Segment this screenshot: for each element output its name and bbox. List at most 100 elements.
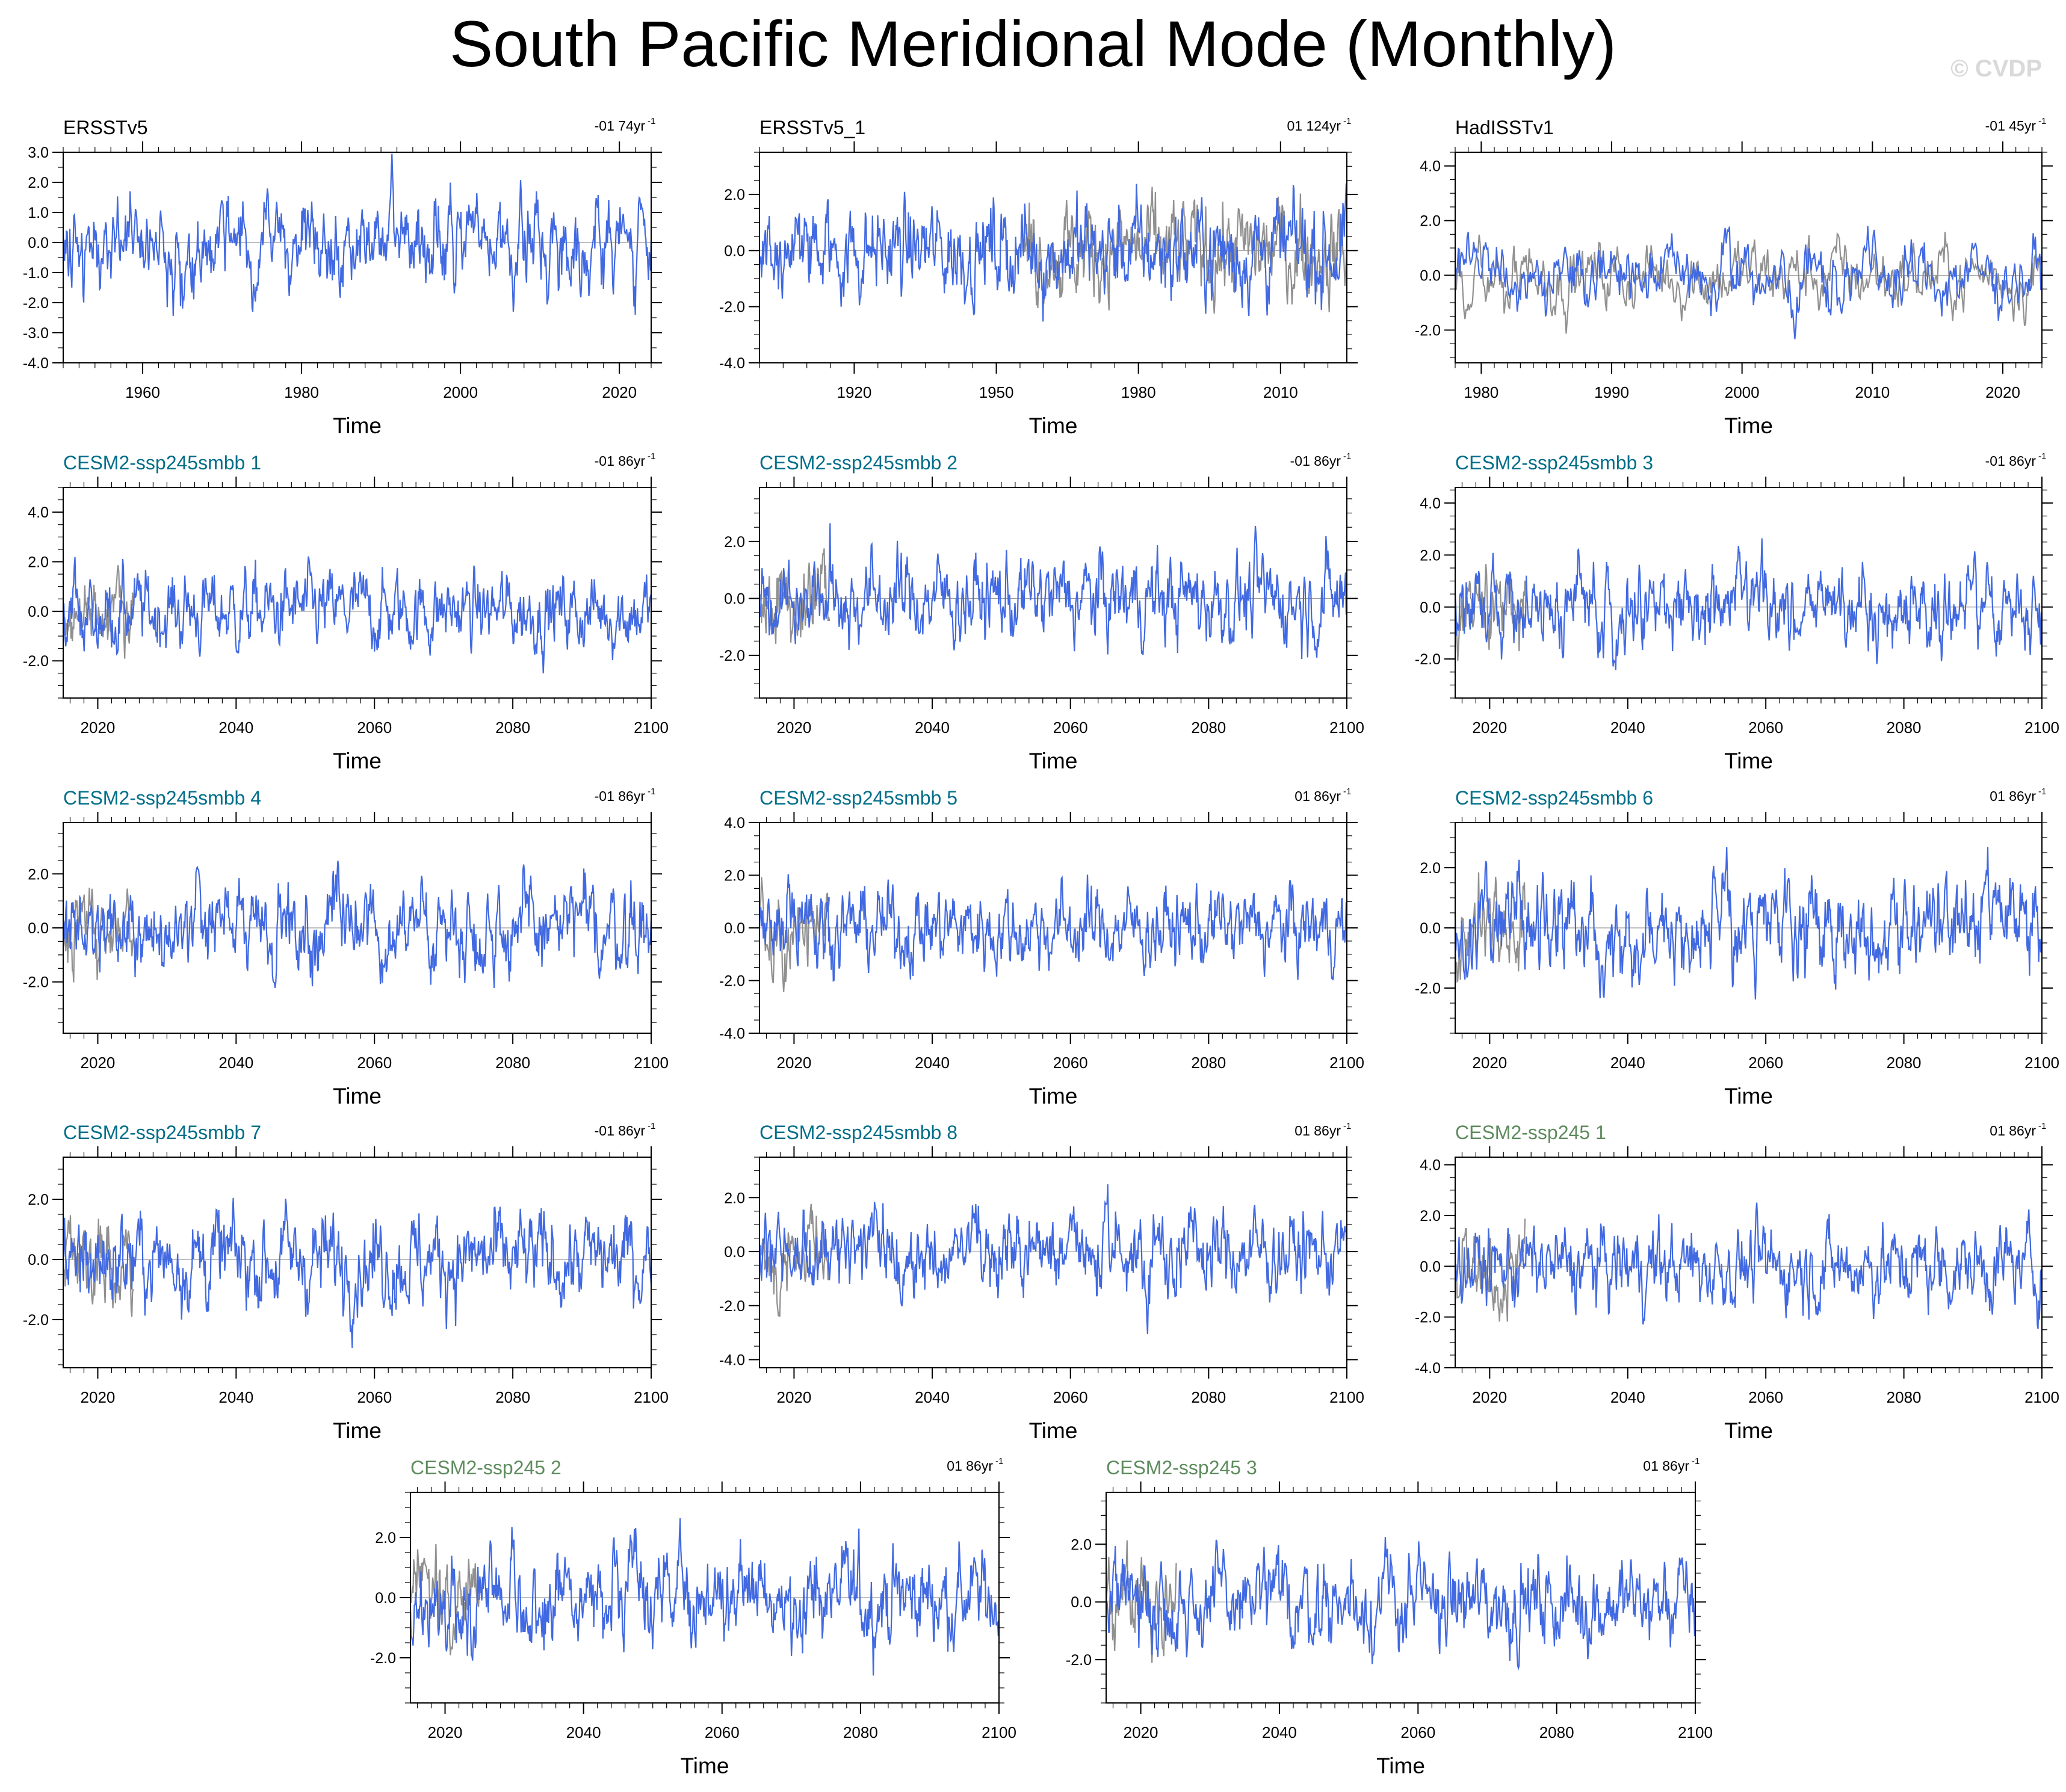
y-tick-label: 3.0 bbox=[28, 144, 49, 161]
panel-8: CESM2-ssp245smbb 5 01 86yr -1 4.0 2.0 0.0 -2.0… bbox=[719, 786, 1364, 1108]
y-tick-label: -4.0 bbox=[719, 1025, 745, 1042]
x-tick-label: 2040 bbox=[218, 1054, 253, 1072]
panel-3: HadISSTv1 -01 45yr -1 4.0 2.0 0.0 -2.0 1980 1990… bbox=[1415, 116, 2053, 438]
y-tick-label: 0.0 bbox=[375, 1590, 396, 1607]
x-tick-label: 2060 bbox=[357, 1054, 392, 1072]
y-tick-label: -2.0 bbox=[23, 295, 49, 312]
x-axis-label: Time bbox=[1029, 1084, 1078, 1108]
x-tick-label: 2020 bbox=[81, 1054, 116, 1072]
x-tick-label: 2020 bbox=[81, 1388, 116, 1406]
plot-frame bbox=[759, 487, 1347, 699]
model-series-line bbox=[1454, 1202, 2043, 1329]
trend-label: -01 74yr bbox=[595, 118, 646, 134]
model-series-line bbox=[1105, 1537, 1696, 1671]
x-tick-label: 2080 bbox=[495, 1054, 530, 1072]
panel-4: CESM2-ssp245smbb 1 -01 86yr -1 4.0 2.0 0.0 -2.… bbox=[23, 451, 669, 773]
panel-10: CESM2-ssp245smbb 7 -01 86yr -1 2.0 0.0 -2.0 20… bbox=[23, 1121, 669, 1443]
y-tick-label: 0.0 bbox=[1071, 1594, 1092, 1611]
x-axis-label: Time bbox=[1724, 1418, 1773, 1443]
x-axis-label: Time bbox=[1029, 749, 1078, 773]
plot-frame bbox=[1455, 152, 2043, 363]
plot-frame bbox=[1106, 1492, 1696, 1704]
x-tick-label: 2040 bbox=[915, 1054, 950, 1072]
trend-label: -01 86yr bbox=[595, 453, 646, 469]
y-tick-label: 4.0 bbox=[1420, 158, 1441, 175]
trend-superscript: -1 bbox=[2038, 451, 2046, 462]
x-tick-label: 2100 bbox=[2024, 1388, 2059, 1406]
y-tick-label: -2.0 bbox=[719, 1298, 745, 1315]
x-tick-label: 2000 bbox=[443, 383, 478, 401]
trend-superscript: -1 bbox=[648, 116, 655, 126]
trend-superscript: -1 bbox=[648, 1121, 655, 1131]
y-tick-label: -4.0 bbox=[719, 355, 745, 372]
y-tick-label: -4.0 bbox=[23, 355, 49, 372]
x-tick-label: 2020 bbox=[776, 718, 811, 737]
trend-label: 01 86yr bbox=[1294, 788, 1341, 804]
x-tick-label: 2100 bbox=[1678, 1723, 1713, 1741]
trend-label: -01 86yr bbox=[1985, 453, 2037, 469]
model-series-line bbox=[62, 153, 652, 316]
x-tick-label: 1980 bbox=[1121, 383, 1156, 401]
model-series-line bbox=[1454, 226, 2043, 339]
panel-title: CESM2-ssp245smbb 7 bbox=[63, 1122, 261, 1143]
y-tick-label: -2.0 bbox=[1415, 651, 1441, 668]
y-tick-label: 0.0 bbox=[28, 235, 49, 252]
x-tick-label: 2060 bbox=[1053, 1388, 1088, 1406]
x-tick-label: 2040 bbox=[218, 718, 253, 737]
y-tick-label: -4.0 bbox=[1415, 1360, 1441, 1377]
y-tick-label: -3.0 bbox=[23, 325, 49, 342]
trend-superscript: -1 bbox=[995, 1456, 1003, 1466]
x-tick-label: 2040 bbox=[1610, 1054, 1645, 1072]
x-tick-label: 2060 bbox=[1400, 1723, 1435, 1741]
panel-title: CESM2-ssp245 2 bbox=[410, 1457, 561, 1478]
plot-frame bbox=[759, 1157, 1347, 1368]
x-tick-label: 2100 bbox=[634, 1054, 669, 1072]
x-tick-label: 2020 bbox=[776, 1054, 811, 1072]
trend-label: 01 124yr bbox=[1287, 118, 1341, 134]
cvdp-watermark: © CVDP bbox=[1950, 55, 2042, 82]
x-tick-label: 2080 bbox=[1539, 1723, 1574, 1741]
x-axis-label: Time bbox=[1724, 749, 1773, 773]
x-tick-label: 2020 bbox=[81, 718, 116, 737]
x-tick-label: 2080 bbox=[1191, 1054, 1226, 1072]
trend-label: -01 86yr bbox=[595, 1123, 646, 1139]
y-tick-label: 2.0 bbox=[375, 1530, 396, 1546]
y-tick-label: 2.0 bbox=[1420, 1208, 1441, 1225]
x-tick-label: 1950 bbox=[979, 383, 1014, 401]
x-tick-label: 2040 bbox=[566, 1723, 601, 1741]
x-tick-label: 2060 bbox=[1748, 1054, 1783, 1072]
x-tick-label: 2000 bbox=[1725, 383, 1760, 401]
trend-superscript: -1 bbox=[2038, 1121, 2046, 1131]
x-tick-label: 1980 bbox=[1464, 383, 1498, 401]
y-tick-label: 0.0 bbox=[724, 920, 745, 937]
obs-series-line bbox=[1454, 872, 1526, 983]
y-tick-label: 4.0 bbox=[1420, 495, 1441, 512]
y-tick-label: -2.0 bbox=[1066, 1652, 1092, 1669]
trend-label: 01 86yr bbox=[1990, 1123, 2036, 1139]
x-tick-label: 2060 bbox=[1053, 1054, 1088, 1072]
y-tick-label: 2.0 bbox=[28, 554, 49, 571]
trend-superscript: -1 bbox=[2038, 786, 2046, 797]
panel-title: CESM2-ssp245smbb 3 bbox=[1455, 452, 1653, 474]
y-tick-label: -2.0 bbox=[370, 1650, 396, 1667]
x-tick-label: 2010 bbox=[1855, 383, 1890, 401]
panel-title: CESM2-ssp245 3 bbox=[1106, 1457, 1257, 1478]
y-tick-label: 0.0 bbox=[1420, 599, 1441, 616]
x-axis-label: Time bbox=[1029, 413, 1078, 438]
x-tick-label: 2020 bbox=[1472, 1388, 1507, 1406]
x-tick-label: 2080 bbox=[1887, 1054, 1922, 1072]
trend-superscript: -1 bbox=[2038, 116, 2046, 126]
trend-superscript: -1 bbox=[648, 786, 655, 797]
x-axis-label: Time bbox=[681, 1753, 729, 1778]
panel-title: CESM2-ssp245smbb 5 bbox=[759, 787, 957, 809]
x-tick-label: 2080 bbox=[1887, 1388, 1922, 1406]
model-series-line bbox=[758, 183, 1348, 322]
x-tick-label: 2020 bbox=[428, 1723, 463, 1741]
plot-frame bbox=[1455, 1157, 2043, 1368]
x-axis-label: Time bbox=[1376, 1753, 1425, 1778]
x-tick-label: 2080 bbox=[495, 718, 530, 737]
plot-frame bbox=[63, 1157, 652, 1368]
y-tick-label: -2.0 bbox=[719, 647, 745, 664]
y-tick-label: 2.0 bbox=[1420, 860, 1441, 877]
y-tick-label: 0.0 bbox=[28, 1252, 49, 1268]
